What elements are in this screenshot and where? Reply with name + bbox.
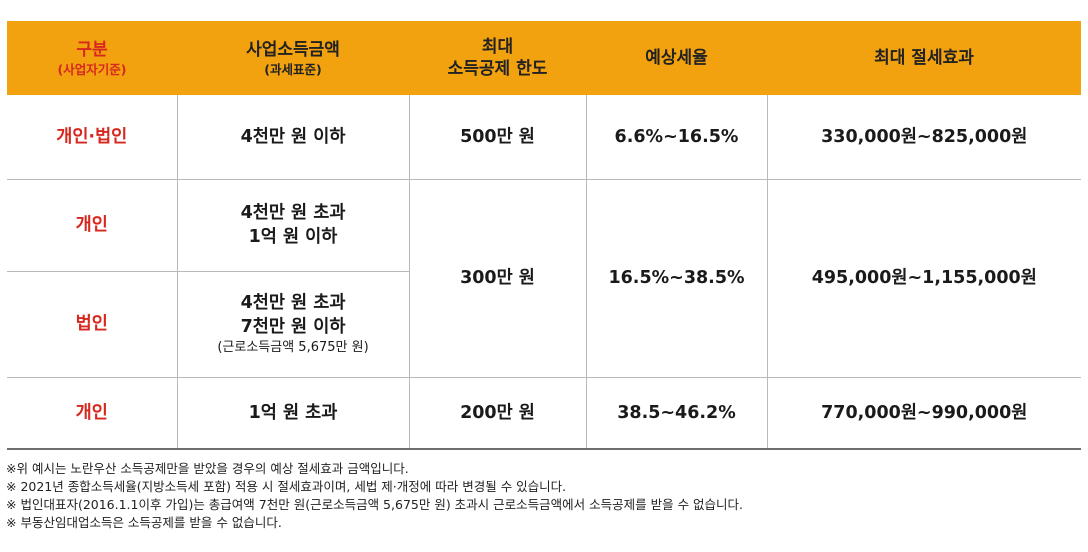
footnotes: ※위 예시는 노란우산 소득공제만을 받았을 경우의 예상 절세효과 금액입니다… bbox=[6, 460, 743, 532]
table-row: 법인 4천만 원 초과 7천만 원 이하 (근로소득금액 5,675만 원) bbox=[7, 271, 1081, 378]
footnote: ※ 2021년 종합소득세율(지방소득세 포함) 적용 시 절세효과이며, 세법… bbox=[6, 479, 567, 494]
header-deduction: 최대 소득공제 한도 bbox=[409, 21, 586, 95]
header-income-label: 사업소득금액 bbox=[246, 39, 340, 60]
row-income-line2: 1억 원 이하 bbox=[248, 227, 338, 247]
row-deduction: 500만 원 bbox=[408, 95, 586, 180]
tax-deduction-table-container: 구분 (사업자기준) 사업소득금액 (과세표준) 최대 소득공제 한도 예상세율… bbox=[7, 21, 1081, 450]
tax-deduction-table: 구분 (사업자기준) 사업소득금액 (과세표준) 최대 소득공제 한도 예상세율… bbox=[7, 21, 1081, 450]
footnote: ※위 예시는 노란우산 소득공제만을 받았을 경우의 예상 절세효과 금액입니다… bbox=[6, 461, 409, 476]
row-income-line1: 4천만 원 초과 bbox=[240, 203, 346, 223]
row-income-note: (근로소득금액 5,675만 원) bbox=[217, 340, 369, 355]
header-income-sub: (과세표준) bbox=[264, 61, 322, 77]
header-deduction-line2: 소득공제 한도 bbox=[447, 59, 548, 79]
row-income: 1억 원 초과 bbox=[176, 377, 409, 450]
table-row: 개인 1억 원 초과 200만 원 38.5~46.2% 770,000원~99… bbox=[7, 377, 1081, 450]
header-saving: 최대 절세효과 bbox=[767, 21, 1081, 95]
row-income: 4천만 원 초과 7천만 원 이하 (근로소득금액 5,675만 원) bbox=[176, 271, 409, 378]
row-rate: 6.6%~16.5% bbox=[585, 95, 767, 180]
header-tax-rate: 예상세율 bbox=[586, 21, 767, 95]
row-type: 개인 bbox=[7, 179, 177, 272]
table-header-row: 구분 (사업자기준) 사업소득금액 (과세표준) 최대 소득공제 한도 예상세율… bbox=[7, 21, 1081, 95]
header-category-label: 구분 bbox=[76, 39, 108, 60]
row-deduction: 200만 원 bbox=[408, 377, 586, 450]
merged-saving: 495,000원~1,155,000원 bbox=[766, 179, 1081, 378]
header-category: 구분 (사업자기준) bbox=[7, 21, 177, 95]
merged-rate: 16.5%~38.5% bbox=[585, 179, 767, 378]
row-income-line1: 4천만 원 초과 bbox=[240, 293, 346, 313]
header-income: 사업소득금액 (과세표준) bbox=[177, 21, 409, 95]
row-rate: 38.5~46.2% bbox=[585, 377, 767, 450]
row-income: 4천만 원 초과 1억 원 이하 bbox=[176, 179, 409, 272]
header-deduction-line1: 최대 bbox=[481, 37, 514, 57]
row-saving: 330,000원~825,000원 bbox=[766, 95, 1081, 180]
header-category-sub: (사업자기준) bbox=[57, 61, 127, 77]
table-row: 개인 4천만 원 초과 1억 원 이하 300만 원 16.5%~38.5% 4… bbox=[7, 179, 1081, 378]
row-income-line2: 7천만 원 이하 bbox=[240, 317, 346, 337]
row-type: 개인·법인 bbox=[7, 95, 177, 180]
row-saving: 770,000원~990,000원 bbox=[766, 377, 1081, 450]
row-type: 개인 bbox=[7, 377, 177, 450]
table-row: 개인·법인 4천만 원 이하 500만 원 6.6%~16.5% 330,000… bbox=[7, 95, 1081, 180]
footnote: ※ 법인대표자(2016.1.1이후 가입)는 총급여액 7천만 원(근로소득금… bbox=[6, 497, 744, 512]
row-income: 4천만 원 이하 bbox=[176, 95, 409, 180]
footnote: ※ 부동산임대업소득은 소득공제를 받을 수 없습니다. bbox=[6, 515, 282, 530]
merged-deduction: 300만 원 bbox=[408, 179, 586, 378]
row-type: 법인 bbox=[7, 271, 177, 378]
